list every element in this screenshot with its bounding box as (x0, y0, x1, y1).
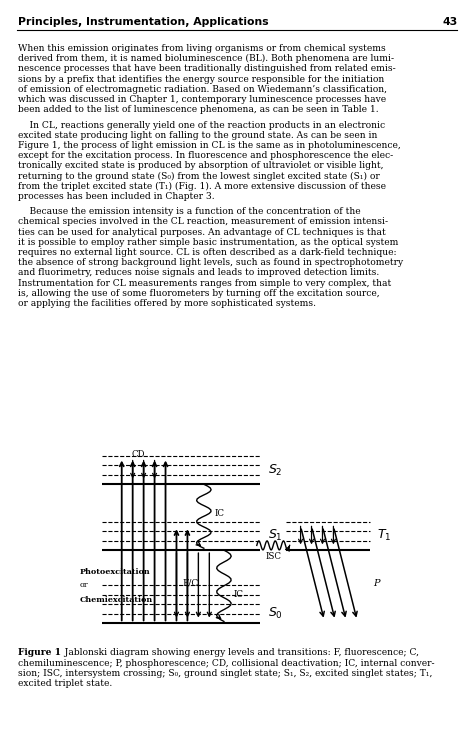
Text: returning to the ground state (S₀) from the lowest singlet excited state (S₁) or: returning to the ground state (S₀) from … (18, 172, 380, 181)
Text: the absence of strong background light levels, such as found in spectrophotometr: the absence of strong background light l… (18, 258, 403, 267)
Text: it is possible to employ rather simple basic instrumentation, as the optical sys: it is possible to employ rather simple b… (18, 238, 398, 247)
Text: chemical species involved in the CL reaction, measurement of emission intensi-: chemical species involved in the CL reac… (18, 217, 388, 226)
Text: tronically excited state is produced by absorption of ultraviolet or visible lig: tronically excited state is produced by … (18, 161, 383, 170)
Text: Figure 1: Figure 1 (18, 648, 61, 657)
Text: been added to the list of luminescence phenomena, as can be seen in Table 1.: been added to the list of luminescence p… (18, 105, 379, 114)
Text: IC: IC (234, 589, 244, 599)
Text: P: P (374, 579, 380, 588)
Text: ISC: ISC (265, 552, 281, 561)
Text: Jablonski diagram showing energy levels and transitions: F, fluorescence; C,: Jablonski diagram showing energy levels … (56, 648, 419, 657)
Text: sion; ISC, intersystem crossing; S₀, ground singlet state; S₁, S₂, excited singl: sion; ISC, intersystem crossing; S₀, gro… (18, 669, 432, 678)
Text: Photoexcitation: Photoexcitation (80, 568, 151, 576)
Text: When this emission originates from living organisms or from chemical systems: When this emission originates from livin… (18, 44, 386, 53)
Text: $S_1$: $S_1$ (268, 528, 283, 543)
Text: derived from them, it is named bioluminescence (BL). Both phenomena are lumi-: derived from them, it is named biolumine… (18, 54, 394, 63)
Text: $T_1$: $T_1$ (377, 528, 392, 543)
Text: F/C: F/C (183, 579, 199, 588)
Text: In CL, reactions generally yield one of the reaction products in an electronic: In CL, reactions generally yield one of … (18, 121, 385, 129)
Text: $S_0$: $S_0$ (268, 606, 283, 621)
Text: and fluorimetry, reduces noise signals and leads to improved detection limits.: and fluorimetry, reduces noise signals a… (18, 269, 379, 278)
Text: from the triplet excited state (T₁) (Fig. 1). A more extensive discussion of the: from the triplet excited state (T₁) (Fig… (18, 182, 386, 190)
Text: Chemiexcitation: Chemiexcitation (80, 595, 153, 603)
Text: excited state producing light on falling to the ground state. As can be seen in: excited state producing light on falling… (18, 131, 377, 140)
Text: processes has been included in Chapter 3.: processes has been included in Chapter 3… (18, 192, 215, 201)
Text: nescence processes that have been traditionally distinguished from related emis-: nescence processes that have been tradit… (18, 65, 396, 74)
Text: 43: 43 (443, 17, 458, 27)
Text: excited triplet state.: excited triplet state. (18, 679, 112, 688)
Text: sions by a prefix that identifies the energy source responsible for the initiati: sions by a prefix that identifies the en… (18, 74, 384, 83)
Text: which was discussed in Chapter 1, contemporary luminescence processes have: which was discussed in Chapter 1, contem… (18, 95, 386, 104)
Text: CD: CD (131, 450, 145, 459)
Text: requires no external light source. CL is often described as a dark-field techniq: requires no external light source. CL is… (18, 248, 397, 257)
Text: Figure 1, the process of light emission in CL is the same as in photoluminescenc: Figure 1, the process of light emission … (18, 141, 401, 150)
Text: Because the emission intensity is a function of the concentration of the: Because the emission intensity is a func… (18, 207, 361, 217)
Text: is, allowing the use of some fluorometers by turning off the excitation source,: is, allowing the use of some fluorometer… (18, 289, 380, 298)
Text: chemiluminescence; P, phosphorescence; CD, collisional deactivation; IC, interna: chemiluminescence; P, phosphorescence; C… (18, 658, 435, 667)
Text: $S_2$: $S_2$ (268, 463, 283, 478)
Text: except for the excitation process. In fluorescence and phosphorescence the elec-: except for the excitation process. In fl… (18, 151, 393, 160)
Text: Principles, Instrumentation, Applications: Principles, Instrumentation, Application… (18, 17, 269, 27)
Text: Instrumentation for CL measurements ranges from simple to very complex, that: Instrumentation for CL measurements rang… (18, 278, 391, 288)
Text: ties can be used for analytical purposes. An advantage of CL techniques is that: ties can be used for analytical purposes… (18, 228, 386, 237)
Text: or applying the facilities offered by more sophisticated systems.: or applying the facilities offered by mo… (18, 299, 316, 308)
Text: or: or (80, 581, 89, 589)
Text: IC: IC (215, 509, 225, 518)
Text: of emission of electromagnetic radiation. Based on Wiedemann’s classification,: of emission of electromagnetic radiation… (18, 85, 387, 94)
